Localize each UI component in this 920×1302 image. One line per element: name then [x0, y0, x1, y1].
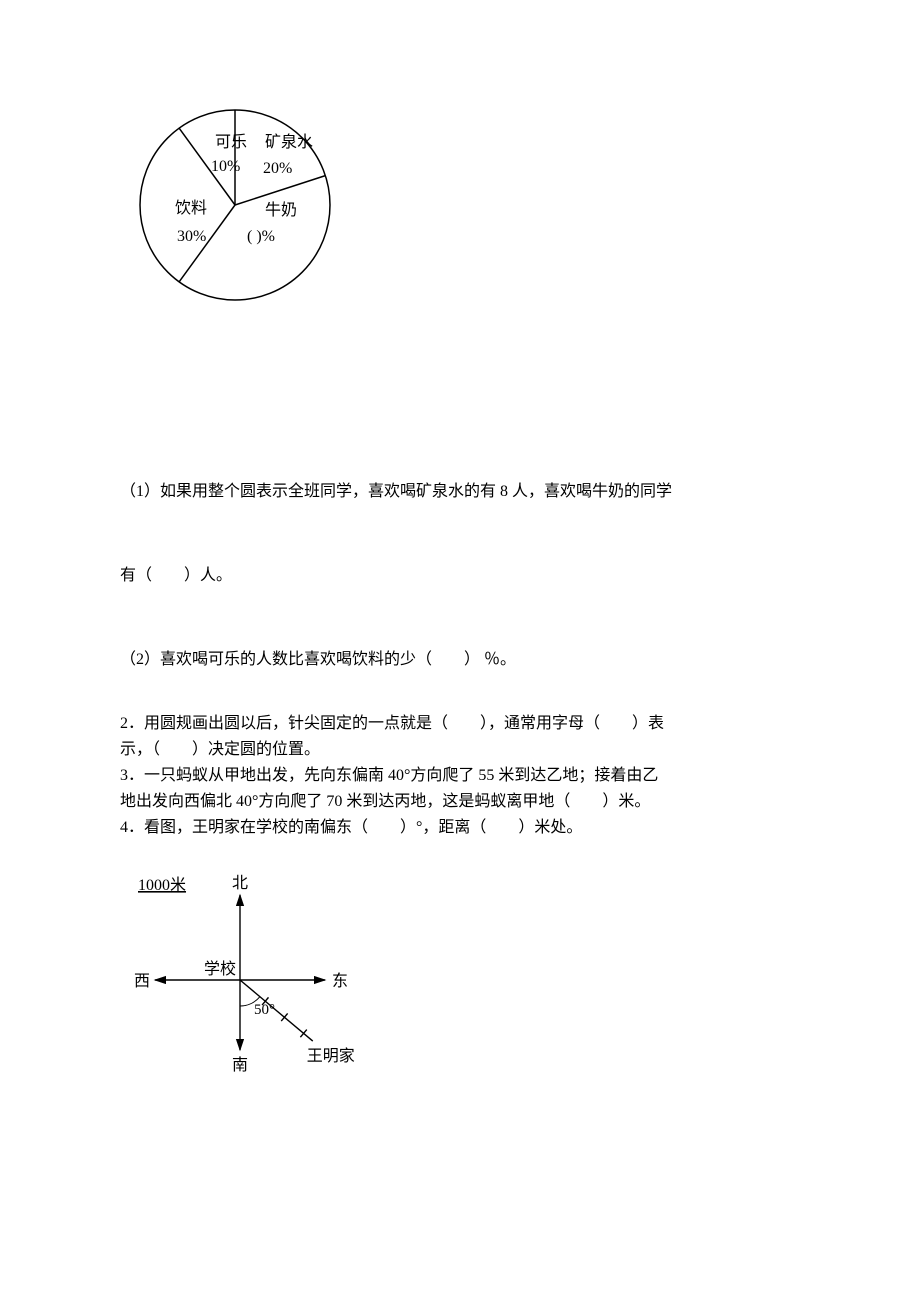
q2-line2: 示，（ ）决定圆的位置。: [120, 738, 810, 762]
q3-line2: 地出发向西偏北 40°方向爬了 70 米到达丙地，这是蚂蚁离甲地（ ）米。: [120, 790, 810, 814]
pie-svg: 可乐 10% 矿泉水 20% 牛奶 ( )% 饮料 30%: [120, 90, 360, 330]
svg-text:20%: 20%: [263, 160, 292, 177]
svg-text:1000米: 1000米: [138, 876, 186, 894]
q2-line1: 2．用圆规画出圆以后，针尖固定的一点就是（ ），通常用字母（ ）表: [120, 712, 810, 736]
q3-line1: 3．一只蚂蚁从甲地出发，先向东偏南 40°方向爬了 55 米到达乙地；接着由乙: [120, 764, 810, 788]
svg-text:50°: 50°: [254, 1002, 275, 1018]
svg-text:西: 西: [134, 973, 150, 990]
svg-text:学校: 学校: [204, 960, 236, 978]
svg-text:30%: 30%: [177, 228, 206, 245]
svg-text:饮料: 饮料: [175, 199, 207, 217]
compass-svg: 北南 东 西 学校 1000米 50° 王明家: [120, 850, 420, 1110]
svg-text:王明家: 王明家: [307, 1047, 355, 1065]
svg-text:( )%: ( )%: [247, 228, 275, 245]
compass-diagram: 北南 东 西 学校 1000米 50° 王明家: [120, 850, 810, 1110]
q1b-line: （2）喜欢喝可乐的人数比喜欢喝饮料的少（ ） ％。: [120, 648, 810, 672]
q1-line2: 有（ ）人。: [120, 564, 810, 588]
q1-line1: （1）如果用整个圆表示全班同学，喜欢喝矿泉水的有 8 人，喜欢喝牛奶的同学: [120, 480, 810, 504]
svg-text:东: 东: [332, 972, 348, 990]
question-1-2: （2）喜欢喝可乐的人数比喜欢喝饮料的少（ ） ％。: [120, 648, 810, 672]
q4-line: 4．看图，王明家在学校的南偏东（ ）°，距离（ ）米处。: [120, 816, 810, 840]
question-1-1b: 有（ ）人。: [120, 564, 810, 588]
svg-text:北: 北: [232, 874, 248, 892]
pie-chart: 可乐 10% 矿泉水 20% 牛奶 ( )% 饮料 30%: [120, 90, 810, 330]
questions-2-4: 2．用圆规画出圆以后，针尖固定的一点就是（ ），通常用字母（ ）表 示，（ ）决…: [120, 712, 810, 840]
question-1-1: （1）如果用整个圆表示全班同学，喜欢喝矿泉水的有 8 人，喜欢喝牛奶的同学: [120, 480, 810, 504]
svg-text:矿泉水: 矿泉水: [265, 133, 313, 151]
svg-text:可乐: 可乐: [215, 133, 247, 151]
svg-text:牛奶: 牛奶: [265, 201, 297, 219]
svg-text:10%: 10%: [211, 158, 240, 175]
svg-text:南: 南: [232, 1056, 248, 1074]
